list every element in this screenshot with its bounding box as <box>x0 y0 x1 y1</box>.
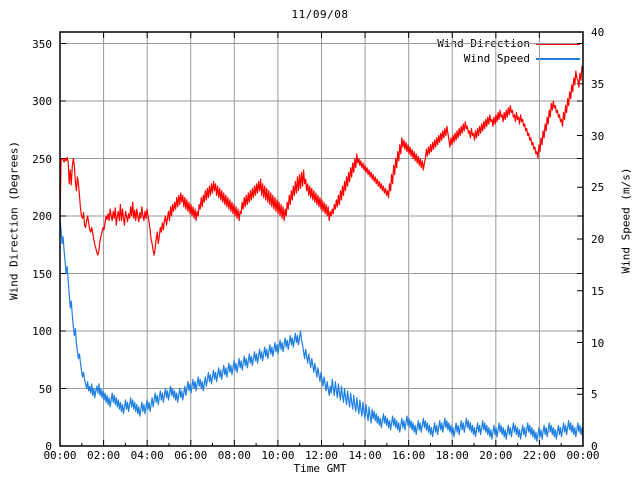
y-tick-left-3: 150 <box>32 267 52 281</box>
x-tick-9: 18:00 <box>435 449 469 462</box>
x-tick-5: 10:00 <box>261 449 295 462</box>
y-tick-right-7: 35 <box>591 77 605 91</box>
y-tick-right-4: 20 <box>591 233 605 246</box>
x-tick-10: 20:00 <box>479 449 513 462</box>
y-tick-right-1: 5 <box>591 388 598 402</box>
chart-title: 11/09/08 <box>291 8 349 21</box>
y-tick-right-5: 25 <box>591 181 605 195</box>
y-tick-left-0: 0 <box>45 440 52 453</box>
x-tick-2: 04:00 <box>130 449 164 462</box>
y-tick-right-0: 0 <box>591 440 598 453</box>
x-tick-7: 14:00 <box>348 449 382 462</box>
y-tick-left-4: 200 <box>32 210 52 223</box>
x-tick-1: 02:00 <box>87 449 121 462</box>
y-tick-left-5: 250 <box>32 152 52 166</box>
x-tick-6: 12:00 <box>304 449 339 462</box>
x-tick-12: 00:00 <box>566 449 600 462</box>
x-tick-8: 16:00 <box>392 449 426 462</box>
y-tick-right-3: 15 <box>591 284 605 298</box>
x-axis-label: Time GMT <box>293 462 347 475</box>
x-tick-0: 00:00 <box>43 449 77 462</box>
legend-item-wind-speed: Wind Speed <box>330 51 580 66</box>
y-tick-left-2: 100 <box>32 325 52 338</box>
legend-label-wind-speed: Wind Speed <box>463 52 530 65</box>
y-tick-left-7: 350 <box>32 37 52 51</box>
y-tick-left-6: 300 <box>32 95 52 108</box>
y-tick-right-6: 30 <box>591 129 605 143</box>
y-tick-right-2: 10 <box>591 336 605 350</box>
x-tick-11: 22:00 <box>522 449 556 462</box>
y-tick-left-1: 50 <box>38 382 52 396</box>
x-tick-4: 08:00 <box>217 449 251 462</box>
x-tick-3: 06:00 <box>174 449 208 462</box>
legend-swatch-wind-speed <box>536 57 580 60</box>
y-tick-right-8: 40 <box>591 26 605 39</box>
